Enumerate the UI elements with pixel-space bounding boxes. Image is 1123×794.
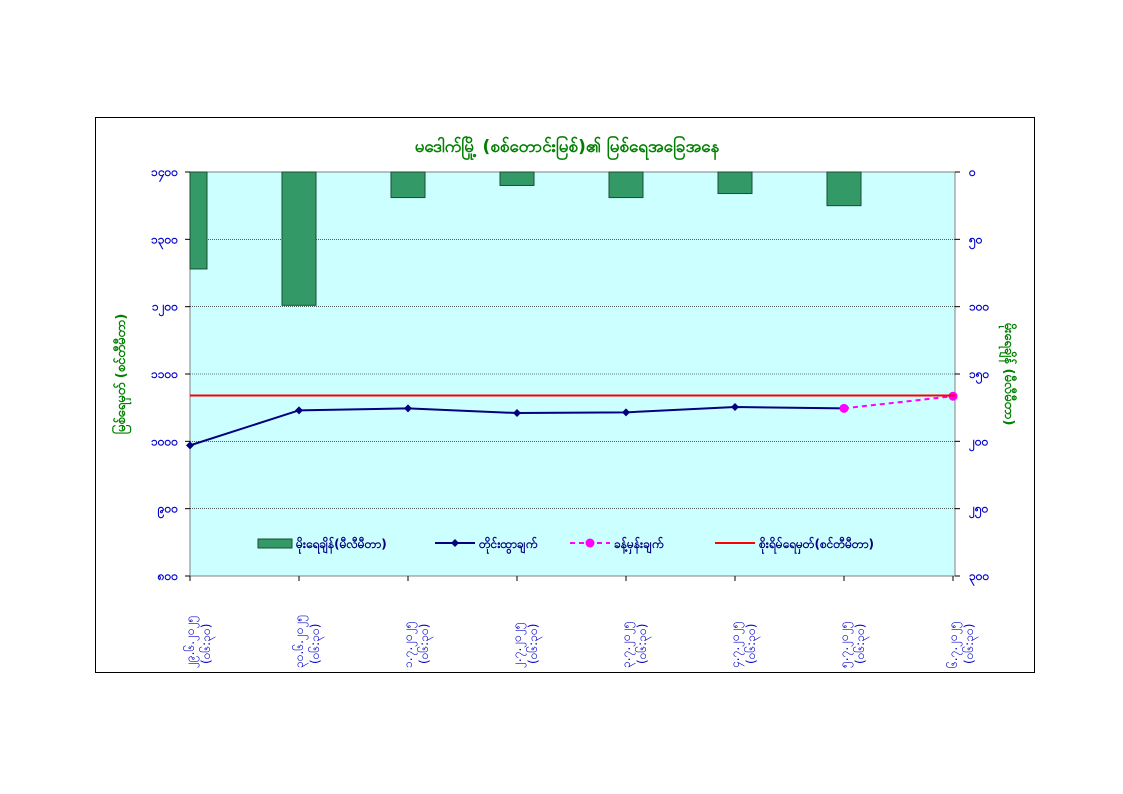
left-tick-label: ၁၄၀၀ <box>151 165 178 183</box>
rainfall-bar <box>390 171 426 199</box>
legend-swatch-rainfall <box>257 538 293 549</box>
right-tick-label: ၁၀၀ <box>969 300 990 314</box>
x-tick-date: ၂.၇.၂၀၂၅ <box>510 622 527 668</box>
left-tick-label: ၁၃၀၀ <box>151 232 178 250</box>
legend-marker <box>451 539 459 547</box>
observed-point <box>731 402 739 411</box>
left-tick-label: ၉၀၀ <box>157 502 179 520</box>
rainfall-bar <box>499 171 535 186</box>
legend-label: ခန့်မှန်းချက် <box>614 535 664 555</box>
x-tick-date: ၃.၇.၂၀၂၅ <box>619 622 636 668</box>
right-axis-title: မိုးရေချိန် (မီလီမီတာ) <box>998 323 1018 426</box>
right-tick-label: ၂၀၀ <box>968 434 989 452</box>
left-tick-label: ၁၀၀၀ <box>151 434 178 448</box>
forecast-line <box>843 395 954 410</box>
x-tick-time: (၀၆:၃၀) <box>307 624 325 664</box>
right-tick-label: ၂၅၀ <box>968 502 989 520</box>
x-tick-time: (၀၆:၃၀) <box>961 624 979 664</box>
x-tick-time: (၀၆:၃၀) <box>852 624 870 664</box>
right-tick-label: ၁၅၀ <box>969 367 990 385</box>
legend-marker <box>585 538 595 548</box>
observed-point <box>186 441 194 450</box>
left-axis-title: မြစ်ရေမှတ် (စင်တီမီတာ) <box>111 314 132 435</box>
x-tick-time: (၀၆:၃၀) <box>634 624 652 664</box>
legend-label: မိုးရေချိန်(မီလီမီတာ) <box>295 535 387 555</box>
right-tick-label: ၅၀ <box>968 232 983 250</box>
forecast-point <box>839 403 849 413</box>
legend-label: စိုးရိမ်ရေမှတ်(စင်တီမီတာ) <box>758 535 874 555</box>
chart-frame <box>95 117 1035 673</box>
observed-point <box>513 409 521 418</box>
x-tick-date: ၄.၇.၂၀၂၅ <box>728 622 745 668</box>
rainfall-bar <box>281 171 317 306</box>
legend: မိုးရေချိန်(မီလီမီတာ) တိုင်းထွာချက် ခန့်မှ… <box>257 535 874 555</box>
legend-label: တိုင်းထွာချက် <box>478 535 538 555</box>
left-tick-label: ၈၀၀ <box>157 569 179 583</box>
observed-point <box>622 408 630 417</box>
x-tick-date: ၅.၇.၂၀၂၅ <box>837 622 854 668</box>
chart-title: မဒေါက်မြို့ (စစ်တောင်းမြစ်)၏ မြစ်ရေအခြေအ… <box>415 134 720 161</box>
x-tick-date: ၁.၇.၂၀၂၅ <box>401 622 418 668</box>
observed-point <box>404 404 412 413</box>
observed-point <box>295 406 303 415</box>
x-tick-time: (၀၆:၃၀) <box>416 624 434 664</box>
x-tick-date: ၃၀.၆.၂၀၂၅ <box>291 615 309 668</box>
left-tick-label: ၁၁၀၀ <box>151 367 178 381</box>
left-tick-label: ၁၂၀၀ <box>152 300 178 318</box>
x-tick-time: (၀၆:၃၀) <box>743 624 761 664</box>
right-tick-label: ၀ <box>968 165 976 179</box>
x-tick-time: (၀၆:၃၀) <box>198 624 216 664</box>
x-tick-date: ၆.၇.၂၀၂၅ <box>945 622 963 668</box>
rainfall-bar <box>189 171 208 270</box>
rainfall-bar <box>608 171 644 199</box>
right-tick-label: ၃၀၀ <box>969 569 990 587</box>
x-tick-date: ၂၉.၆.၂၀၂၅ <box>182 616 200 668</box>
x-tick-time: (၀၆:၃၀) <box>525 624 543 664</box>
rainfall-bar <box>717 171 753 195</box>
rainfall-bar <box>826 171 862 207</box>
